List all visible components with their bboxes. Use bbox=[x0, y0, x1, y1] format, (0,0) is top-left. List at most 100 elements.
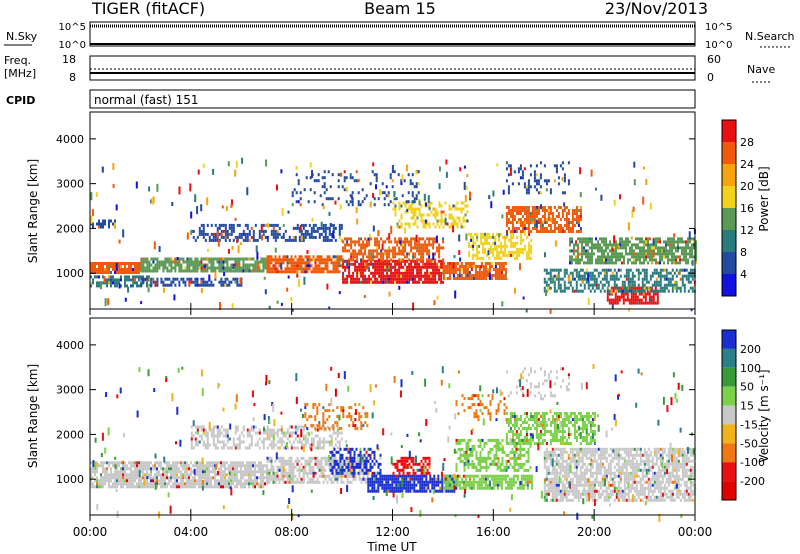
power-cell bbox=[533, 221, 536, 224]
power-cell bbox=[462, 225, 465, 229]
velocity-cell bbox=[174, 482, 176, 486]
power-cell bbox=[522, 247, 525, 251]
power-cell bbox=[557, 286, 560, 290]
power-cell bbox=[368, 240, 371, 244]
power-cell bbox=[200, 257, 203, 261]
power-cell bbox=[176, 263, 179, 267]
power-cell bbox=[388, 277, 391, 281]
power-cell bbox=[687, 252, 689, 256]
velocity-cell bbox=[104, 482, 106, 486]
power-cell bbox=[557, 206, 560, 209]
power-cell bbox=[656, 298, 659, 302]
velocity-cell bbox=[222, 428, 225, 432]
velocity-cell bbox=[318, 474, 321, 478]
power-cell bbox=[683, 240, 685, 244]
power-cell bbox=[232, 238, 235, 242]
velocity-cell bbox=[164, 476, 166, 480]
velocity-cell bbox=[112, 464, 114, 468]
power-cell bbox=[490, 247, 493, 251]
power-cell bbox=[354, 240, 357, 244]
power-cell bbox=[486, 262, 489, 265]
power-cell bbox=[610, 301, 613, 305]
power-cell bbox=[410, 268, 413, 272]
velocity-cell bbox=[306, 462, 309, 466]
power-cell bbox=[168, 277, 171, 281]
power-cell bbox=[494, 271, 497, 274]
velocity-cell bbox=[264, 464, 266, 468]
power-cell bbox=[434, 207, 437, 211]
velocity-cell bbox=[246, 473, 248, 477]
power-cell bbox=[276, 261, 279, 265]
velocity-cell bbox=[166, 467, 168, 471]
power-cell bbox=[276, 300, 279, 304]
power-cell bbox=[622, 298, 625, 302]
velocity-cell bbox=[96, 461, 98, 465]
power-cell bbox=[531, 209, 534, 212]
power-cell bbox=[575, 221, 578, 224]
velocity-cell bbox=[178, 482, 180, 486]
power-cell bbox=[414, 219, 417, 223]
power-cell bbox=[565, 218, 568, 221]
power-cell bbox=[673, 286, 676, 290]
power-cell bbox=[673, 233, 676, 238]
power-cell bbox=[357, 179, 360, 183]
velocity-cell bbox=[242, 434, 245, 438]
velocity-cell bbox=[270, 440, 273, 444]
power-cell bbox=[386, 258, 389, 262]
power-cell bbox=[398, 240, 401, 244]
velocity-cell bbox=[110, 479, 112, 483]
power-cell bbox=[200, 277, 203, 281]
velocity-cell bbox=[288, 440, 291, 444]
power-cell bbox=[190, 269, 193, 273]
power-cell bbox=[577, 277, 580, 281]
power-cell bbox=[567, 230, 570, 233]
power-cell bbox=[645, 252, 647, 256]
velocity-cell bbox=[302, 437, 305, 441]
power-cell bbox=[507, 221, 510, 224]
power-cell bbox=[280, 258, 283, 262]
power-cell bbox=[352, 249, 355, 253]
velocity-cell bbox=[254, 461, 256, 465]
velocity-cell bbox=[204, 446, 207, 450]
power-cell bbox=[394, 268, 397, 272]
power-cell bbox=[513, 206, 516, 209]
power-cell bbox=[323, 191, 326, 195]
power-cell bbox=[472, 262, 475, 265]
power-cell bbox=[573, 209, 576, 212]
power-cell bbox=[430, 280, 433, 284]
power-cell bbox=[170, 257, 173, 261]
power-cell bbox=[661, 286, 664, 290]
power-cell bbox=[342, 271, 345, 275]
power-cell bbox=[328, 232, 331, 236]
velocity-cell bbox=[200, 476, 202, 480]
velocity-cell bbox=[156, 485, 158, 489]
power-cell bbox=[398, 219, 401, 223]
power-cell bbox=[196, 260, 199, 264]
velocity-cell bbox=[270, 434, 273, 438]
power-cell bbox=[295, 200, 298, 204]
power-cell bbox=[198, 260, 201, 264]
power-cell bbox=[264, 289, 267, 295]
power-cell bbox=[450, 262, 453, 265]
power-cell bbox=[190, 277, 193, 281]
power-cell bbox=[643, 258, 645, 262]
power-cell bbox=[232, 223, 235, 227]
power-cell bbox=[222, 280, 225, 284]
power-cell bbox=[494, 274, 497, 277]
velocity-cell bbox=[182, 473, 184, 477]
velocity-cell bbox=[274, 474, 277, 478]
power-cell bbox=[396, 268, 399, 272]
power-cell bbox=[512, 232, 515, 236]
power-cell bbox=[619, 274, 622, 278]
velocity-cell bbox=[146, 464, 148, 468]
power-cell bbox=[456, 222, 459, 226]
power-cell bbox=[639, 258, 641, 262]
velocity-cell bbox=[270, 446, 273, 450]
power-cell bbox=[150, 269, 153, 273]
power-cell bbox=[507, 191, 510, 195]
velocity-cell bbox=[178, 467, 180, 471]
power-cell bbox=[102, 268, 104, 271]
power-cell bbox=[344, 280, 347, 284]
power-cell bbox=[687, 258, 689, 262]
power-cell bbox=[468, 271, 471, 274]
